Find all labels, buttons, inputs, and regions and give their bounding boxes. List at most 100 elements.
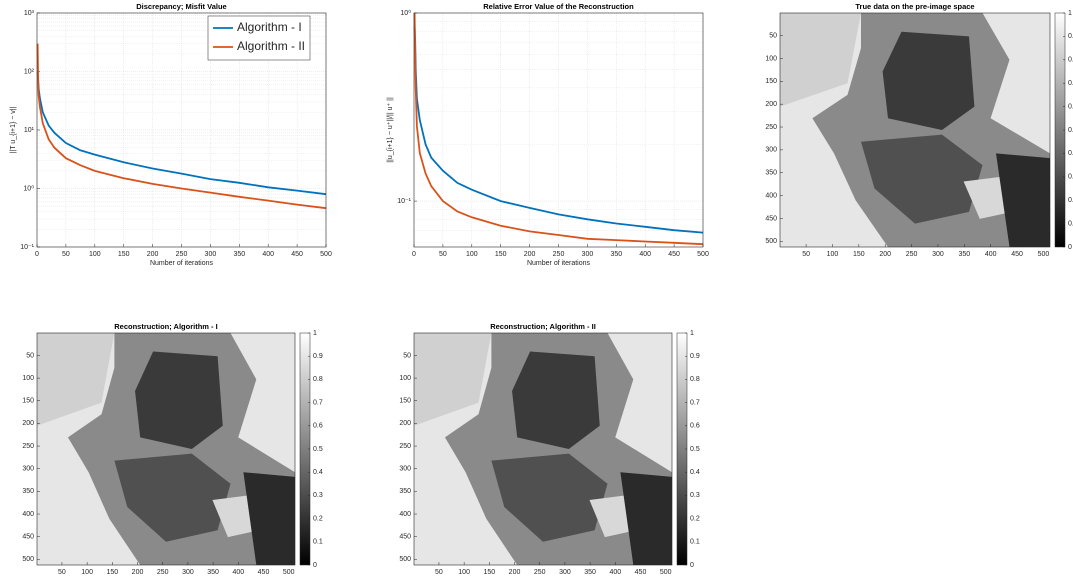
x-tick-label: 250 xyxy=(553,251,565,258)
y-tick-label: 10⁻¹ xyxy=(397,198,411,205)
colorbar-tick-label: 0.7 xyxy=(690,399,700,406)
y-tick-label: 10⁻¹ xyxy=(20,244,34,251)
colorbar-tick-label: 0.9 xyxy=(690,353,700,360)
image xyxy=(414,333,672,565)
image-region xyxy=(963,176,1013,219)
y-tick-label: 50 xyxy=(403,352,411,359)
colorbar-tick-label: 0 xyxy=(313,562,317,569)
x-tick-label: 450 xyxy=(258,569,270,576)
x-tick-label: 350 xyxy=(610,251,622,258)
image-region xyxy=(37,333,115,426)
y-tick-label: 50 xyxy=(26,352,34,359)
image-region xyxy=(996,153,1050,247)
colorbar-tick-label: 0.6 xyxy=(1068,103,1073,110)
image-region xyxy=(780,13,861,107)
y-tick-label: 400 xyxy=(765,192,777,199)
x-tick-label: 450 xyxy=(1011,251,1023,258)
colorbar-tick-label: 0.3 xyxy=(690,492,700,499)
colorbar-tick-label: 0.8 xyxy=(1068,57,1073,64)
x-tick-label: 400 xyxy=(639,251,651,258)
legend-box xyxy=(207,15,311,61)
image-region xyxy=(512,351,600,449)
x-tick-label: 150 xyxy=(118,251,130,258)
y-tick-label: 50 xyxy=(769,32,777,39)
x-tick-label: 450 xyxy=(635,569,647,576)
x-tick-label: 50 xyxy=(62,251,70,258)
x-tick-label: 50 xyxy=(802,251,810,258)
axes-box xyxy=(413,332,673,566)
y-tick-label: 10³ xyxy=(24,10,35,17)
image-region xyxy=(882,31,975,130)
series-line xyxy=(413,12,704,246)
image-region xyxy=(861,134,983,224)
image-region xyxy=(620,472,672,565)
x-tick-label: 350 xyxy=(207,569,219,576)
y-tick-label: 300 xyxy=(765,147,777,154)
y-tick-label: 300 xyxy=(22,466,34,473)
x-tick-label: 500 xyxy=(660,569,672,576)
colorbar-tick-label: 0.3 xyxy=(1068,174,1073,181)
image-region xyxy=(589,495,636,538)
y-axis-label: ||T u_{i+1} − v|| xyxy=(10,106,17,153)
y-tick-label: 450 xyxy=(22,534,34,541)
y-tick-label: 10¹ xyxy=(24,127,35,134)
image-region xyxy=(212,495,259,538)
y-axis-label: ||u_{i+1} − u⁺||/|| u⁺ || xyxy=(387,97,394,163)
colorbar-tick-label: 0.1 xyxy=(690,539,700,546)
x-axis-label: Number of iterations xyxy=(150,260,214,267)
y-tick-label: 200 xyxy=(399,420,411,427)
colorbar-tick-label: 0.5 xyxy=(313,446,323,453)
y-tick-label: 150 xyxy=(22,398,34,405)
y-tick-label: 500 xyxy=(765,238,777,245)
image-region xyxy=(491,453,608,542)
colorbar-tick-label: 0.4 xyxy=(313,469,323,476)
y-tick-label: 150 xyxy=(765,78,777,85)
image xyxy=(37,333,296,565)
colorbar-tick-label: 0.4 xyxy=(690,469,700,476)
y-tick-label: 450 xyxy=(765,215,777,222)
x-tick-label: 350 xyxy=(958,251,970,258)
colorbar-tick-label: 0.9 xyxy=(1068,33,1073,40)
y-tick-label: 10⁰ xyxy=(23,184,34,192)
y-tick-label: 150 xyxy=(399,398,411,405)
x-tick-label: 350 xyxy=(584,569,596,576)
x-tick-label: 250 xyxy=(534,569,546,576)
y-tick-label: 100 xyxy=(765,55,777,62)
colorbar-tick-label: 1 xyxy=(1068,10,1072,17)
colorbar-tick-label: 0.1 xyxy=(1068,220,1073,227)
colorbar-tick-label: 0.8 xyxy=(690,376,700,383)
x-tick-label: 500 xyxy=(283,569,295,576)
x-tick-label: 500 xyxy=(697,251,709,258)
x-tick-label: 250 xyxy=(157,569,169,576)
axes-box xyxy=(36,12,327,248)
x-tick-label: 0 xyxy=(412,251,416,258)
image-region xyxy=(243,472,295,565)
x-tick-label: 500 xyxy=(1038,251,1050,258)
image-region xyxy=(135,351,223,449)
x-tick-label: 50 xyxy=(435,569,443,576)
y-tick-label: 100 xyxy=(399,375,411,382)
colorbar-tick-label: 0.9 xyxy=(313,353,323,360)
colorbar-tick-label: 0.5 xyxy=(1068,127,1073,134)
y-tick-label: 500 xyxy=(22,556,34,563)
y-tick-label: 10⁰ xyxy=(400,9,411,17)
chart-title: Reconstruction; Algorithm - II xyxy=(490,322,596,331)
x-tick-label: 250 xyxy=(906,251,918,258)
y-tick-label: 350 xyxy=(765,170,777,177)
colorbar-tick-label: 0.6 xyxy=(313,423,323,430)
y-tick-label: 250 xyxy=(22,443,34,450)
x-tick-label: 150 xyxy=(853,251,865,258)
chart-title: Reconstruction; Algorithm - I xyxy=(114,322,217,331)
x-tick-label: 100 xyxy=(466,251,478,258)
colorbar-tick-label: 0 xyxy=(690,562,694,569)
colorbar-tick-label: 0 xyxy=(1068,244,1072,251)
x-tick-label: 400 xyxy=(985,251,997,258)
image-region xyxy=(114,453,231,542)
x-tick-label: 500 xyxy=(320,251,332,258)
x-tick-label: 300 xyxy=(205,251,217,258)
y-tick-label: 200 xyxy=(22,420,34,427)
x-tick-label: 100 xyxy=(458,569,470,576)
y-tick-label: 500 xyxy=(399,556,411,563)
colorbar-tick-label: 0.7 xyxy=(313,399,323,406)
